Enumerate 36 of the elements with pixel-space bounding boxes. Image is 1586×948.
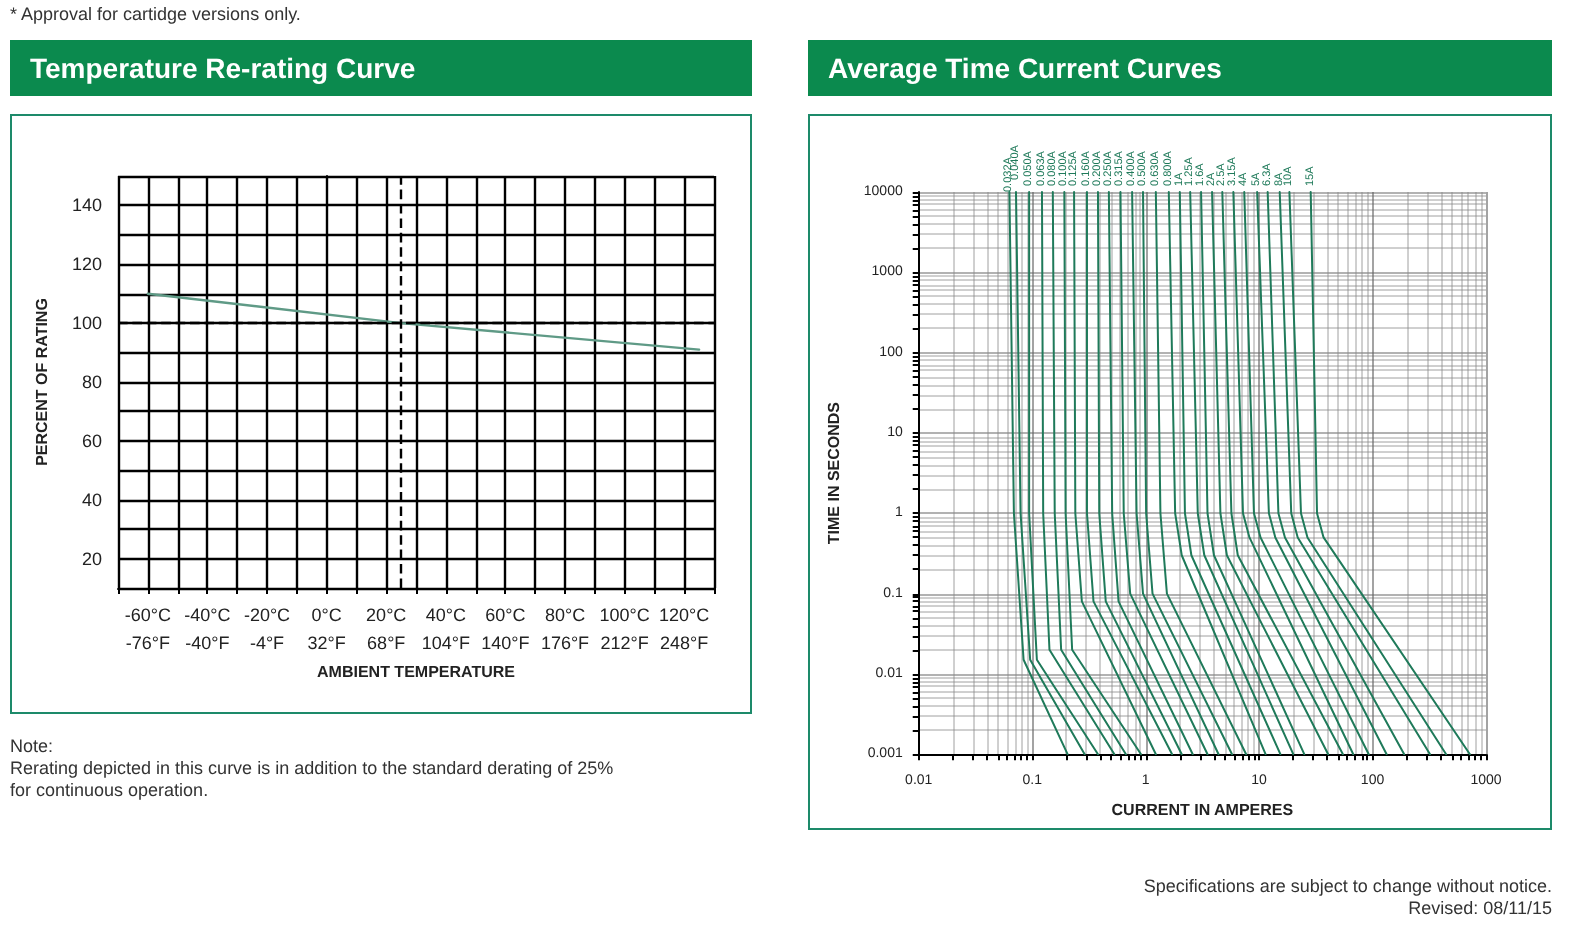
y-tick-label: 60 (81, 430, 102, 451)
x-tick-label: 120°C (659, 605, 711, 625)
x-tick-label: 60°C (485, 605, 527, 625)
x-tick-label: 100°C (599, 605, 651, 625)
text: Note: Rerating depicted in this curve is in addition to the standard derating of 25% for continuous operation. (10, 736, 614, 802)
chart-title: Temperature Re-rating Curve (10, 40, 752, 96)
x2-tick-label: 248°F (660, 633, 710, 653)
x-tick-label: -20°C (243, 605, 292, 625)
x-axis-title: CURRENT IN AMPERES (1111, 801, 1295, 819)
text: Specifications are subject to change without notice. Revised: 08/11/15 (1143, 876, 1552, 920)
x-tick-label: -60°C (124, 605, 172, 625)
x-tick-label: 80°C (544, 605, 587, 625)
x-tick-label: -40°C (184, 605, 232, 625)
y-axis-title: PERCENT OF RATING (33, 298, 51, 466)
x2-tick-label: 104°F (421, 633, 471, 653)
chart-title: Average Time Current Curves (808, 40, 1552, 96)
x-tick-label: 0°C (311, 605, 343, 625)
x2-tick-label: 32°F (307, 633, 347, 653)
x2-tick-label: 212°F (600, 633, 650, 653)
x2-tick-label: 176°F (540, 633, 591, 653)
y-tick-label: 120 (71, 254, 102, 275)
y-tick-label: 80 (81, 372, 102, 392)
y-tick-label: 20 (81, 548, 102, 569)
x2-tick-label: -76°F (125, 633, 171, 653)
x2-tick-label: -4°F (249, 633, 286, 653)
x-axis-title: AMBIENT TEMPERATURE (317, 663, 517, 681)
y-tick-label: 140 (71, 195, 102, 216)
y-axis-title: TIME IN SECONDS (825, 400, 843, 545)
x2-tick-label: -40°F (185, 633, 231, 653)
x2-tick-label: 140°F (481, 633, 531, 653)
x-tick-label: 40°C (425, 605, 467, 625)
text: * Approval for cartidge versions only. (10, 4, 301, 26)
y-tick-label: 40 (81, 489, 102, 510)
x2-tick-label: 68°F (367, 633, 407, 653)
y-tick-label: 100 (71, 313, 102, 334)
x-tick-label: 20°C (366, 605, 408, 625)
